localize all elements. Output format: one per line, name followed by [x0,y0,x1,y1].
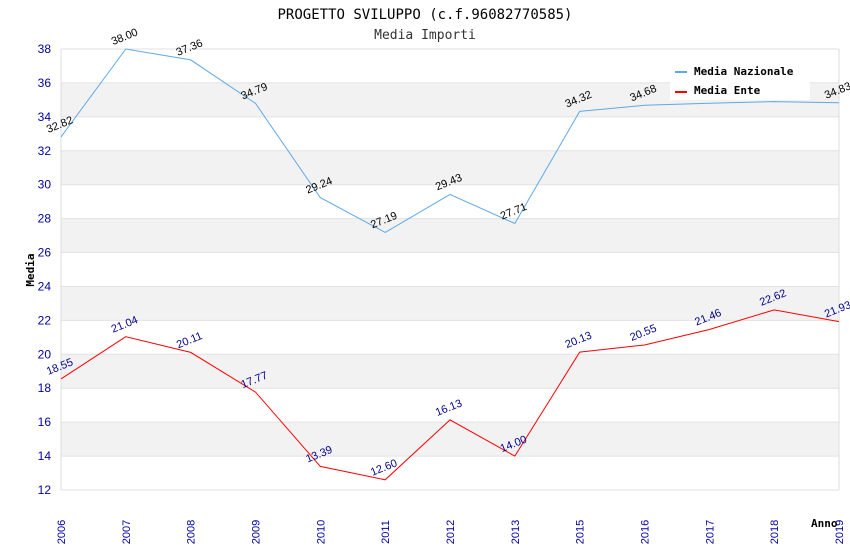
grid-band [61,184,839,219]
x-tick-label: 2013 [510,520,522,544]
grid-band [61,320,839,355]
legend-label-ente: Media Ente [694,84,761,97]
series-line-ente [60,309,840,481]
y-tick-label: 24 [38,279,52,293]
grid-band [61,422,839,457]
grid-band [61,116,839,151]
y-tick-label: 36 [38,76,52,90]
grid-band [61,456,839,490]
x-tick-label: 2007 [121,520,133,544]
y-axis-label: Media [24,253,37,286]
x-tick-label: 2015 [575,520,587,544]
series-lines [60,48,840,481]
legend-background [670,60,810,100]
x-axis-ticks: 2006 2007 2008 2009 2010 2011 2012 2013 2015 2016… [56,520,846,544]
grid-bands [60,48,840,491]
x-tick-label: 2017 [704,520,716,544]
x-tick-label: 2009 [251,520,263,544]
y-tick-label: 26 [38,246,52,260]
x-tick-label: 2019 [834,520,846,544]
y-tick-label: 12 [38,483,52,497]
y-tick-label: 16 [38,415,52,429]
series-line-nazionale [60,48,840,233]
y-tick-label: 28 [38,212,52,226]
x-tick-label: 2011 [380,520,392,544]
grid-band [61,286,839,321]
y-tick-label: 30 [38,178,52,192]
x-tick-label: 2008 [186,520,198,544]
y-tick-label: 32 [38,144,52,158]
grid-band [61,388,839,423]
legend-label-nazionale: Media Nazionale [694,65,794,78]
legend: Media Nazionale Media Ente [670,60,810,100]
y-axis-ticks: 12 14 16 18 20 22 24 26 28 30 32 34 36 38 [38,42,52,497]
x-tick-label: 2016 [640,520,652,544]
y-tick-label: 18 [38,381,52,395]
grid-band [61,150,839,185]
grid-band [61,354,839,389]
y-tick-label: 34 [38,110,52,124]
chart-subtitle: Media Importi [374,28,476,43]
x-tick-label: 2010 [315,520,327,544]
y-tick-label: 20 [38,347,52,361]
grid-band [61,252,839,287]
x-axis-label: Anno [811,517,838,530]
x-tick-label: 2012 [445,520,457,544]
chart-title: PROGETTO SVILUPPO (c.f.96082770585) [277,7,572,23]
x-tick-label: 2018 [769,520,781,544]
x-tick-label: 2006 [56,520,68,544]
y-tick-label: 38 [38,42,52,56]
grid-band [61,218,839,253]
y-tick-label: 22 [38,313,52,327]
y-tick-label: 14 [38,449,52,463]
